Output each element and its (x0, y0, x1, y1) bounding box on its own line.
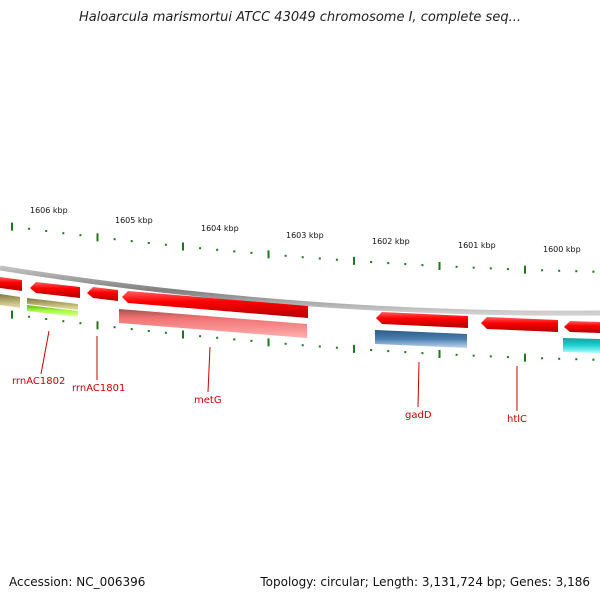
gene-labels: rrnAC1802 rrnAC1801 metG gadD htlC (12, 376, 527, 425)
gene-arrow-1[interactable] (0, 277, 22, 291)
gene-arrow-edge[interactable] (564, 321, 600, 333)
scale-ruler-lower (11, 310, 595, 362)
gene-arrow-2[interactable] (30, 282, 80, 298)
gene-label-htlC: htlC (507, 414, 527, 425)
feature-bar-rrna[interactable] (27, 305, 78, 317)
gene-label-gadD: gadD (405, 410, 432, 421)
feature-bar-gadD[interactable] (375, 330, 467, 348)
scale-labels: 1606 kbp 1605 kbp 1604 kbp 1603 kbp 1602… (30, 206, 581, 254)
scale-label-1603: 1603 kbp (286, 231, 324, 240)
scale-label-1602: 1602 kbp (372, 237, 410, 246)
gene-arrow-rrnAC1801[interactable] (87, 287, 118, 301)
gene-label-rrnAC1802: rrnAC1802 (12, 376, 65, 387)
map-title: Haloarcula marismortui ATCC 43049 chromo… (79, 10, 521, 25)
gene-label-rrnAC1801: rrnAC1801 (72, 383, 125, 394)
scale-ruler-upper (11, 222, 595, 274)
feature-bar-olive-left[interactable] (0, 294, 20, 308)
scale-label-1604: 1604 kbp (201, 224, 239, 233)
feature-bar-olive[interactable] (27, 298, 78, 310)
gene-label-metG: metG (194, 395, 222, 406)
accession-text: Accession: NC_006396 (9, 575, 146, 589)
leader-metG (207, 346, 211, 393)
scale-label-1605: 1605 kbp (115, 216, 153, 225)
gene-arrow-metG[interactable] (122, 291, 308, 318)
leader-rrnAC1802 (40, 330, 50, 375)
chromosome-backbone (0, 265, 600, 316)
leader-gadD (417, 361, 420, 408)
gene-features[interactable] (0, 277, 600, 353)
gene-arrow-htlC[interactable] (481, 317, 558, 332)
gene-arrow-gadD[interactable] (376, 312, 468, 328)
feature-bar-edge-cyan[interactable] (563, 338, 600, 353)
topology-summary: Topology: circular; Length: 3,131,724 bp… (260, 575, 590, 589)
scale-label-1606: 1606 kbp (30, 206, 68, 215)
scale-label-1601: 1601 kbp (458, 241, 496, 250)
scale-label-1600: 1600 kbp (543, 245, 581, 254)
feature-bar-metG[interactable] (119, 309, 307, 338)
gene-leaders (40, 330, 518, 411)
